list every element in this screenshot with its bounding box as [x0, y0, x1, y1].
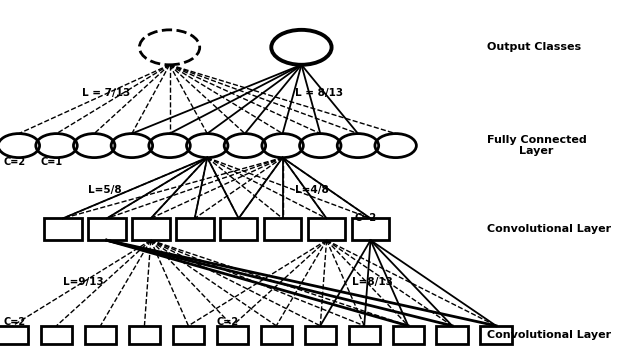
Text: C=2: C=2 [3, 157, 25, 167]
Text: Convolutional Layer: Convolutional Layer [487, 330, 611, 340]
Text: L=4/8: L=4/8 [295, 185, 329, 195]
Text: C=2: C=2 [217, 317, 239, 327]
Text: C=2: C=2 [3, 317, 25, 327]
Text: Convolutional Layer: Convolutional Layer [487, 224, 611, 234]
Text: C=1: C=1 [41, 157, 63, 167]
Text: L = 8/13: L = 8/13 [295, 88, 344, 98]
Text: L = 7/13: L = 7/13 [82, 88, 130, 98]
Text: Output Classes: Output Classes [487, 42, 581, 52]
Text: L=9/13: L=9/13 [63, 277, 104, 287]
Text: L=5/8: L=5/8 [88, 185, 122, 195]
Text: L=8/13: L=8/13 [352, 277, 392, 287]
Text: C=2: C=2 [355, 213, 377, 223]
Text: Fully Connected
Layer: Fully Connected Layer [487, 135, 587, 157]
